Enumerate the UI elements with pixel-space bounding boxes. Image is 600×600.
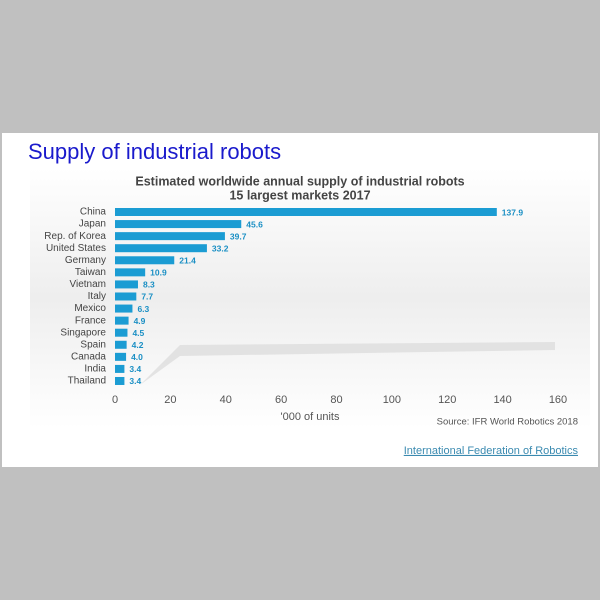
decoration: [140, 342, 555, 385]
data-label: 6.3: [137, 304, 149, 314]
x-tick-label: 80: [330, 394, 342, 406]
data-label: 45.6: [246, 219, 263, 229]
x-tick-label: 0: [112, 394, 118, 406]
data-label: 3.4: [129, 376, 141, 386]
data-label: 137.9: [502, 207, 524, 217]
x-tick-label: 40: [220, 394, 232, 406]
bar: [115, 364, 125, 373]
x-tick-label: 100: [383, 394, 401, 406]
x-tick-label: 60: [275, 394, 287, 406]
bar: [115, 208, 497, 216]
data-label: 4.9: [134, 316, 146, 326]
bar: [115, 244, 207, 253]
y-tick-label: Taiwan: [75, 267, 106, 278]
y-tick-label: Italy: [88, 291, 106, 302]
y-tick-label: France: [75, 315, 107, 326]
data-label: 10.9: [150, 268, 167, 278]
y-tick-label: Japan: [79, 219, 106, 230]
x-tick-label: 140: [493, 394, 511, 406]
source: Source: IFR World Robotics 2018: [437, 417, 578, 428]
bar: [115, 232, 225, 241]
bar: [115, 268, 146, 277]
x-tick-label: 160: [549, 394, 567, 406]
bar: [115, 220, 242, 229]
data-label: 4.5: [132, 328, 144, 338]
data-label: 4.2: [132, 340, 144, 350]
bar: [115, 340, 127, 349]
y-tick-label: China: [80, 207, 107, 218]
chart-subtitle: 15 largest markets 2017: [229, 188, 370, 202]
bar: [115, 316, 129, 325]
y-tick-label: Canada: [71, 351, 106, 362]
y-tick-label: Rep. of Korea: [44, 231, 106, 242]
data-label: 3.4: [129, 364, 141, 374]
bar: [115, 280, 138, 289]
data-label: 21.4: [179, 256, 196, 266]
y-tick-label: Mexico: [74, 303, 106, 314]
page-title: Supply of industrial robots: [28, 139, 281, 164]
y-tick-label: Germany: [65, 255, 106, 266]
data-label: 33.2: [212, 243, 229, 253]
y-tick-label: Thailand: [68, 376, 106, 387]
bar: [115, 328, 128, 337]
data-label: 8.3: [143, 280, 155, 290]
link[interactable]: International Federation of Robotics: [404, 445, 579, 457]
x-axis-label: '000 of units: [281, 411, 340, 423]
y-tick-label: India: [84, 364, 106, 375]
data-label: 4.0: [131, 352, 143, 362]
bar: [115, 376, 125, 385]
y-tick-label: United States: [46, 243, 106, 254]
x-tick-label: 120: [438, 394, 456, 406]
data-label: 7.7: [141, 292, 153, 302]
bar: [115, 256, 175, 265]
data-label: 39.7: [230, 231, 247, 241]
bar: [115, 352, 127, 361]
chart-title: Estimated worldwide annual supply of ind…: [135, 174, 464, 188]
x-tick-label: 20: [164, 394, 176, 406]
bar: [115, 292, 137, 301]
bar: [115, 304, 133, 313]
y-tick-label: Spain: [80, 339, 106, 350]
y-tick-label: Vietnam: [69, 279, 106, 290]
y-tick-label: Singapore: [60, 327, 106, 338]
